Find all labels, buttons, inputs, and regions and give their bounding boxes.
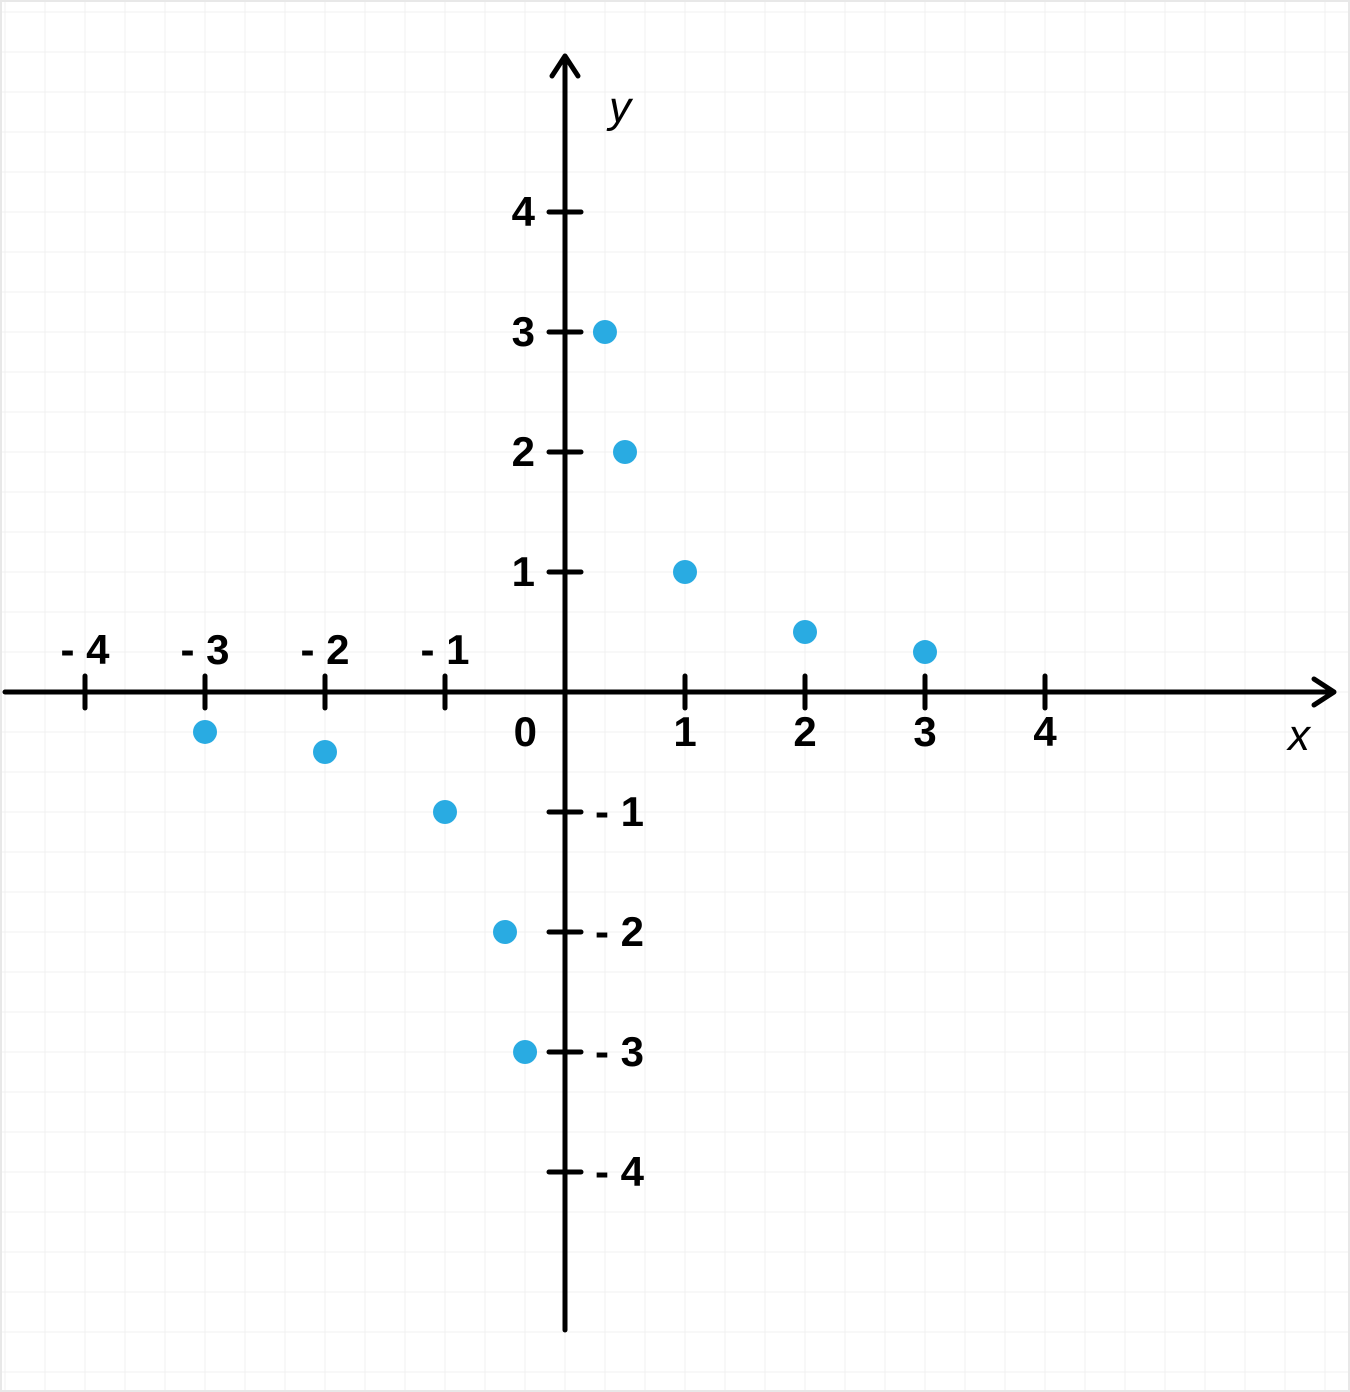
- y-tick-label: 3: [512, 308, 535, 355]
- x-tick-label: - 4: [60, 626, 110, 673]
- data-point: [593, 320, 617, 344]
- data-point: [613, 440, 637, 464]
- data-point: [513, 1040, 537, 1064]
- x-tick-label: - 1: [420, 626, 469, 673]
- x-tick-label: - 3: [180, 626, 229, 673]
- y-tick-label: - 3: [595, 1028, 644, 1075]
- y-tick-label: - 1: [595, 788, 644, 835]
- y-axis-label: y: [606, 83, 634, 132]
- data-point: [193, 720, 217, 744]
- y-tick-label: 4: [512, 188, 536, 235]
- data-point: [493, 920, 517, 944]
- y-tick-label: - 2: [595, 908, 644, 955]
- data-point: [793, 620, 817, 644]
- data-point: [913, 640, 937, 664]
- scatter-chart: y x - 4 - 3 - 2 - 1 1 2 3 4 - 4 - 3 - 2 - 1 1 2 3 4 0: [0, 0, 1350, 1392]
- x-tick-label: 1: [673, 708, 696, 755]
- x-tick-label: 4: [1033, 708, 1057, 755]
- data-point: [673, 560, 697, 584]
- data-point: [313, 740, 337, 764]
- x-axis-label: x: [1286, 711, 1312, 760]
- origin-label: 0: [514, 708, 537, 755]
- y-tick-label: - 4: [595, 1148, 645, 1195]
- y-tick-label: 1: [512, 548, 535, 595]
- x-tick-label: - 2: [300, 626, 349, 673]
- y-tick-label: 2: [512, 428, 535, 475]
- x-tick-label: 3: [913, 708, 936, 755]
- data-point: [433, 800, 457, 824]
- x-tick-label: 2: [793, 708, 816, 755]
